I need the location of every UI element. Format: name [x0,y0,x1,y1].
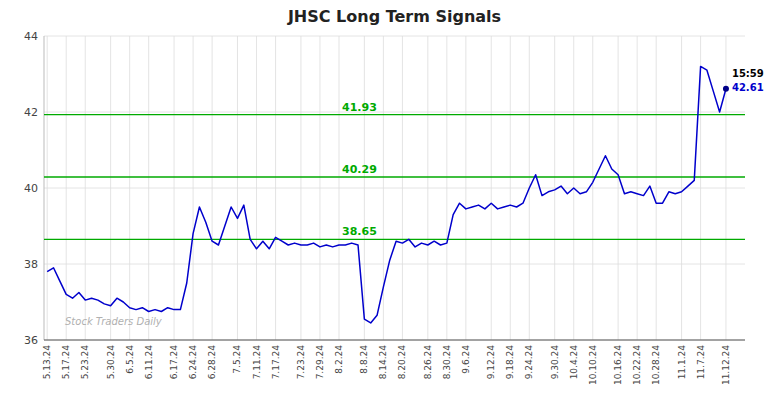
x-grid-line [174,36,175,340]
x-tick-label: 10.16.24 [613,345,623,385]
x-tick-label: 8.2.24 [334,345,344,374]
last-price-dot [723,86,729,92]
signal-label: 41.93 [342,101,377,114]
x-tick-label: 9.24.24 [524,345,534,380]
x-grid-line [725,36,726,340]
y-grid-line [44,340,745,341]
x-grid-line [465,36,466,340]
x-tick-label: 7.23.24 [296,345,306,380]
plot-area [44,66,745,323]
x-tick-label: 9.30.24 [550,345,560,380]
x-grid-line [338,36,339,340]
price-line [47,66,726,323]
grid [44,36,745,340]
y-axis-line [44,36,45,340]
x-grid-line [85,36,86,340]
y-tick-label: 36 [24,334,38,347]
x-grid-line [129,36,130,340]
x-tick-label: 6.28.24 [207,345,217,380]
x-grid-line [510,36,511,340]
x-tick-label: 8.26.24 [423,345,433,380]
signal-line [44,114,745,115]
x-tick-label: 10.10.24 [588,345,598,385]
y-grid-line [44,36,745,37]
x-tick-label: 8.30.24 [442,345,452,380]
x-grid-line [319,36,320,340]
x-tick-label: 7.5.24 [232,345,242,374]
x-grid-line [681,36,682,340]
x-grid-line [383,36,384,340]
last-price-label: 42.61 [732,82,764,93]
x-tick-label: 9.18.24 [505,345,515,380]
signal-line [44,176,745,177]
x-tick-label: 8.14.24 [378,345,388,380]
x-grid-line [148,36,149,340]
y-tick-label: 38 [24,258,38,271]
x-tick-label: 5.17.24 [61,345,71,380]
x-grid-line [300,36,301,340]
x-tick-label: 7.11.24 [252,345,262,380]
chart: JHSC Long Term Signals 36 38 40 42 44 5.13.24 5… [0,0,784,398]
last-time-label: 15:59 [732,68,764,79]
x-grid-line [592,36,593,340]
x-tick-label: 5.13.24 [42,345,52,380]
x-tick-label: 11.12.24 [721,345,731,385]
x-tick-label: 11.1.24 [677,345,687,380]
x-grid-line [275,36,276,340]
signal-label: 38.65 [342,225,377,238]
x-grid-line [446,36,447,340]
x-tick-label: 9.6.24 [461,345,471,374]
x-axis-line [44,339,745,340]
x-grid-line [212,36,213,340]
x-tick-label: 5.23.24 [80,345,90,380]
x-grid-line [618,36,619,340]
x-grid-line [427,36,428,340]
x-tick-label: 6.24.24 [188,345,198,380]
y-tick-label: 44 [24,30,38,43]
x-tick-label: 7.17.24 [271,345,281,380]
x-tick-label: 6.17.24 [169,345,179,380]
x-grid-line [110,36,111,340]
x-grid-line [402,36,403,340]
x-grid-line [364,36,365,340]
x-grid-line [193,36,194,340]
y-grid-line [44,112,745,113]
x-tick-label: 8.8.24 [359,345,369,374]
x-grid-line [256,36,257,340]
x-tick-label: 10.4.24 [569,345,579,380]
x-grid-line [47,36,48,340]
x-grid-line [656,36,657,340]
x-grid-line [491,36,492,340]
x-grid-line [554,36,555,340]
y-grid-line [44,188,745,189]
y-tick-label: 40 [24,182,38,195]
x-tick-label: 5.30.24 [106,345,116,380]
x-tick-label: 6.11.24 [144,345,154,380]
x-tick-label: 9.12.24 [486,345,496,380]
x-grid-line [237,36,238,340]
watermark: Stock Traders Daily [65,316,163,327]
signal-line [44,239,745,240]
x-tick-label: 10.22.24 [632,345,642,385]
y-tick-label: 42 [24,106,38,119]
x-tick-label: 6.5.24 [125,345,135,374]
title: JHSC Long Term Signals [287,7,501,26]
y-grid-line [44,264,745,265]
signal-label: 40.29 [342,163,377,176]
x-tick-label: 8.20.24 [397,345,407,380]
x-grid-line [637,36,638,340]
x-tick-label: 10.28.24 [651,345,661,385]
x-tick-label: 7.29.24 [315,345,325,380]
x-tick-label: 11.7.24 [696,345,706,380]
